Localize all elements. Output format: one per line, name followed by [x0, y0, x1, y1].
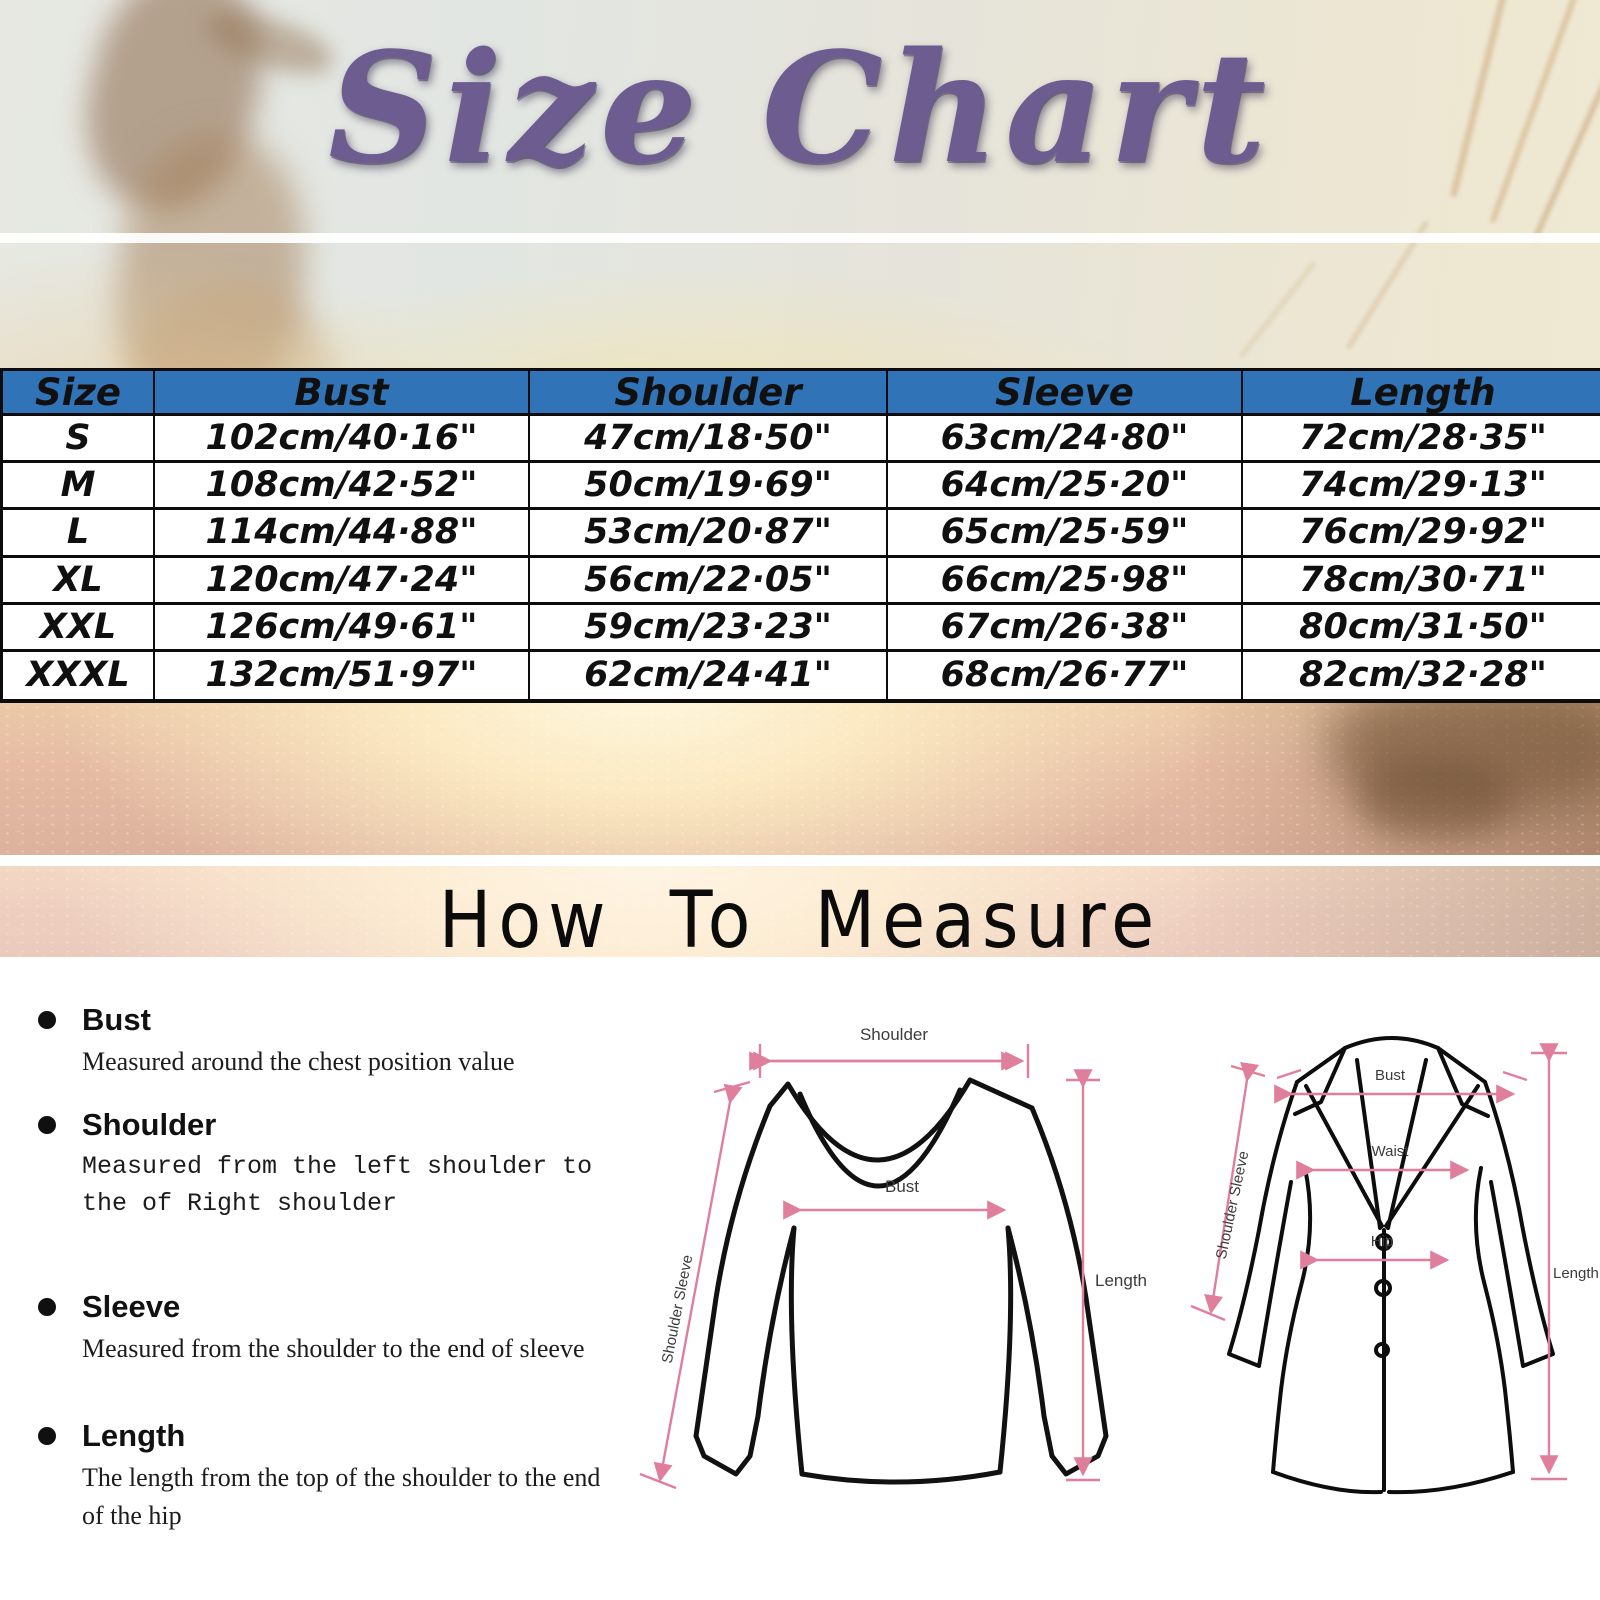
light-overlay [0, 866, 1600, 957]
shoulder-dimension-arrow [749, 1044, 1030, 1078]
how-to-measure-section: Bust Measured around the chest position … [0, 957, 1600, 1600]
length-description: The length from the top of the shoulder … [82, 1462, 601, 1531]
sweatshirt-diagram: Shoulder Bust Length Shoulder Sleeve [639, 1025, 1147, 1490]
bullet-icon [38, 1115, 56, 1134]
shoulder-cell: 47cm/18·50" [530, 416, 888, 464]
size-cell: XL [3, 557, 155, 605]
length-cell: 74cm/29·13" [1243, 463, 1600, 511]
list-item-bust: Bust Measured around the chest position … [38, 1001, 648, 1082]
measure-guide-list: Bust Measured around the chest position … [38, 1001, 648, 1536]
coat-shoulder-sleeve-arrow [1190, 1061, 1266, 1322]
coat-outline [1227, 1036, 1555, 1495]
bust-cell: 120cm/47·24" [155, 557, 530, 605]
coat-waist-label: Waist [1372, 1143, 1410, 1160]
header-cell: Bust [155, 371, 530, 416]
sleeve-cell: 68cm/26·77" [888, 651, 1243, 699]
bust-cell: 108cm/42·52" [155, 463, 530, 511]
sleeve-cell: 64cm/25·20" [888, 463, 1243, 511]
header-cell: Shoulder [530, 371, 888, 416]
list-item-shoulder: Shoulder Measured from the left shoulder… [38, 1106, 648, 1222]
list-item-sleeve: Sleeve Measured from the shoulder to the… [38, 1288, 648, 1369]
size-cell: XXL [3, 604, 155, 652]
shoulder-label: Shoulder [82, 1106, 217, 1142]
bust-dimension-label: Bust [885, 1177, 919, 1196]
bust-cell: 114cm/44·88" [155, 510, 530, 558]
coat-length-arrow [1531, 1043, 1567, 1481]
white-divider [0, 855, 1600, 866]
length-dimension-label: Length [1095, 1271, 1147, 1290]
bust-cell: 126cm/49·61" [155, 604, 530, 652]
length-cell: 76cm/29·92" [1243, 510, 1600, 558]
sleeve-label: Sleeve [82, 1288, 181, 1324]
white-strip [0, 233, 1600, 243]
coat-length-label: Length [1553, 1265, 1599, 1282]
coat-diagram: Bust Waist Hip Shoulder Sleeve Length [1190, 1036, 1599, 1495]
sleeve-cell: 67cm/26·38" [888, 604, 1243, 652]
length-label: Length [82, 1417, 186, 1453]
hero-photo: Size Chart [0, 0, 1600, 368]
page-title: Size Chart [328, 18, 1272, 197]
measure-section-title: How To Measure [438, 874, 1162, 957]
size-cell: XXXL [3, 651, 155, 699]
list-item-length: Length The length from the top of the sh… [38, 1417, 648, 1536]
header-cell: Size [3, 371, 155, 416]
road-photo [0, 703, 1600, 855]
coat-bust-label: Bust [1375, 1067, 1406, 1084]
bush-shadow [1360, 758, 1510, 838]
measure-title-band: How To Measure [0, 866, 1600, 957]
shoulder-description: Measured from the left shoulder to the o… [82, 1151, 593, 1218]
sun-glow [0, 188, 1600, 368]
length-cell: 72cm/28·35" [1243, 416, 1600, 464]
length-cell: 78cm/30·71" [1243, 557, 1600, 605]
size-table: Size Bust Shoulder Sleeve Length S 102cm… [0, 368, 1600, 703]
length-cell: 80cm/31·50" [1243, 604, 1600, 652]
size-cell: M [3, 463, 155, 511]
length-dimension-arrow [1066, 1069, 1100, 1482]
sweatshirt-outline [693, 1077, 1109, 1485]
coat-hip-label: Hip [1371, 1233, 1394, 1250]
sleeve-description: Measured from the shoulder to the end of… [82, 1334, 585, 1364]
bullet-icon [38, 1426, 56, 1445]
road-sparkle-texture [0, 866, 1600, 957]
coat-shoulder-sleeve-label: Shoulder Sleeve [1213, 1149, 1253, 1260]
bust-cell: 132cm/51·97" [155, 651, 530, 699]
bust-label: Bust [82, 1002, 151, 1037]
shoulder-sleeve-dimension-arrow [639, 1080, 751, 1490]
shoulder-cell: 53cm/20·87" [530, 510, 888, 558]
coat-bust-arrow [1274, 1068, 1528, 1104]
shoulder-cell: 50cm/19·69" [530, 463, 888, 511]
shoulder-dimension-label: Shoulder [860, 1025, 928, 1044]
sleeve-cell: 63cm/24·80" [888, 416, 1243, 464]
length-cell: 82cm/32·28" [1243, 651, 1600, 699]
shoulder-cell: 59cm/23·23" [530, 604, 888, 652]
bullet-icon [38, 1011, 56, 1029]
header-cell: Length [1243, 371, 1600, 416]
bust-description: Measured around the chest position value [82, 1047, 515, 1077]
bust-cell: 102cm/40·16" [155, 416, 530, 464]
sleeve-cell: 66cm/25·98" [888, 557, 1243, 605]
size-cell: L [3, 510, 155, 558]
shoulder-cell: 62cm/24·41" [530, 651, 888, 699]
shoulder-cell: 56cm/22·05" [530, 557, 888, 605]
bullet-icon [38, 1297, 56, 1316]
header-cell: Sleeve [888, 371, 1243, 416]
size-cell: S [3, 416, 155, 464]
sleeve-cell: 65cm/25·59" [888, 510, 1243, 558]
